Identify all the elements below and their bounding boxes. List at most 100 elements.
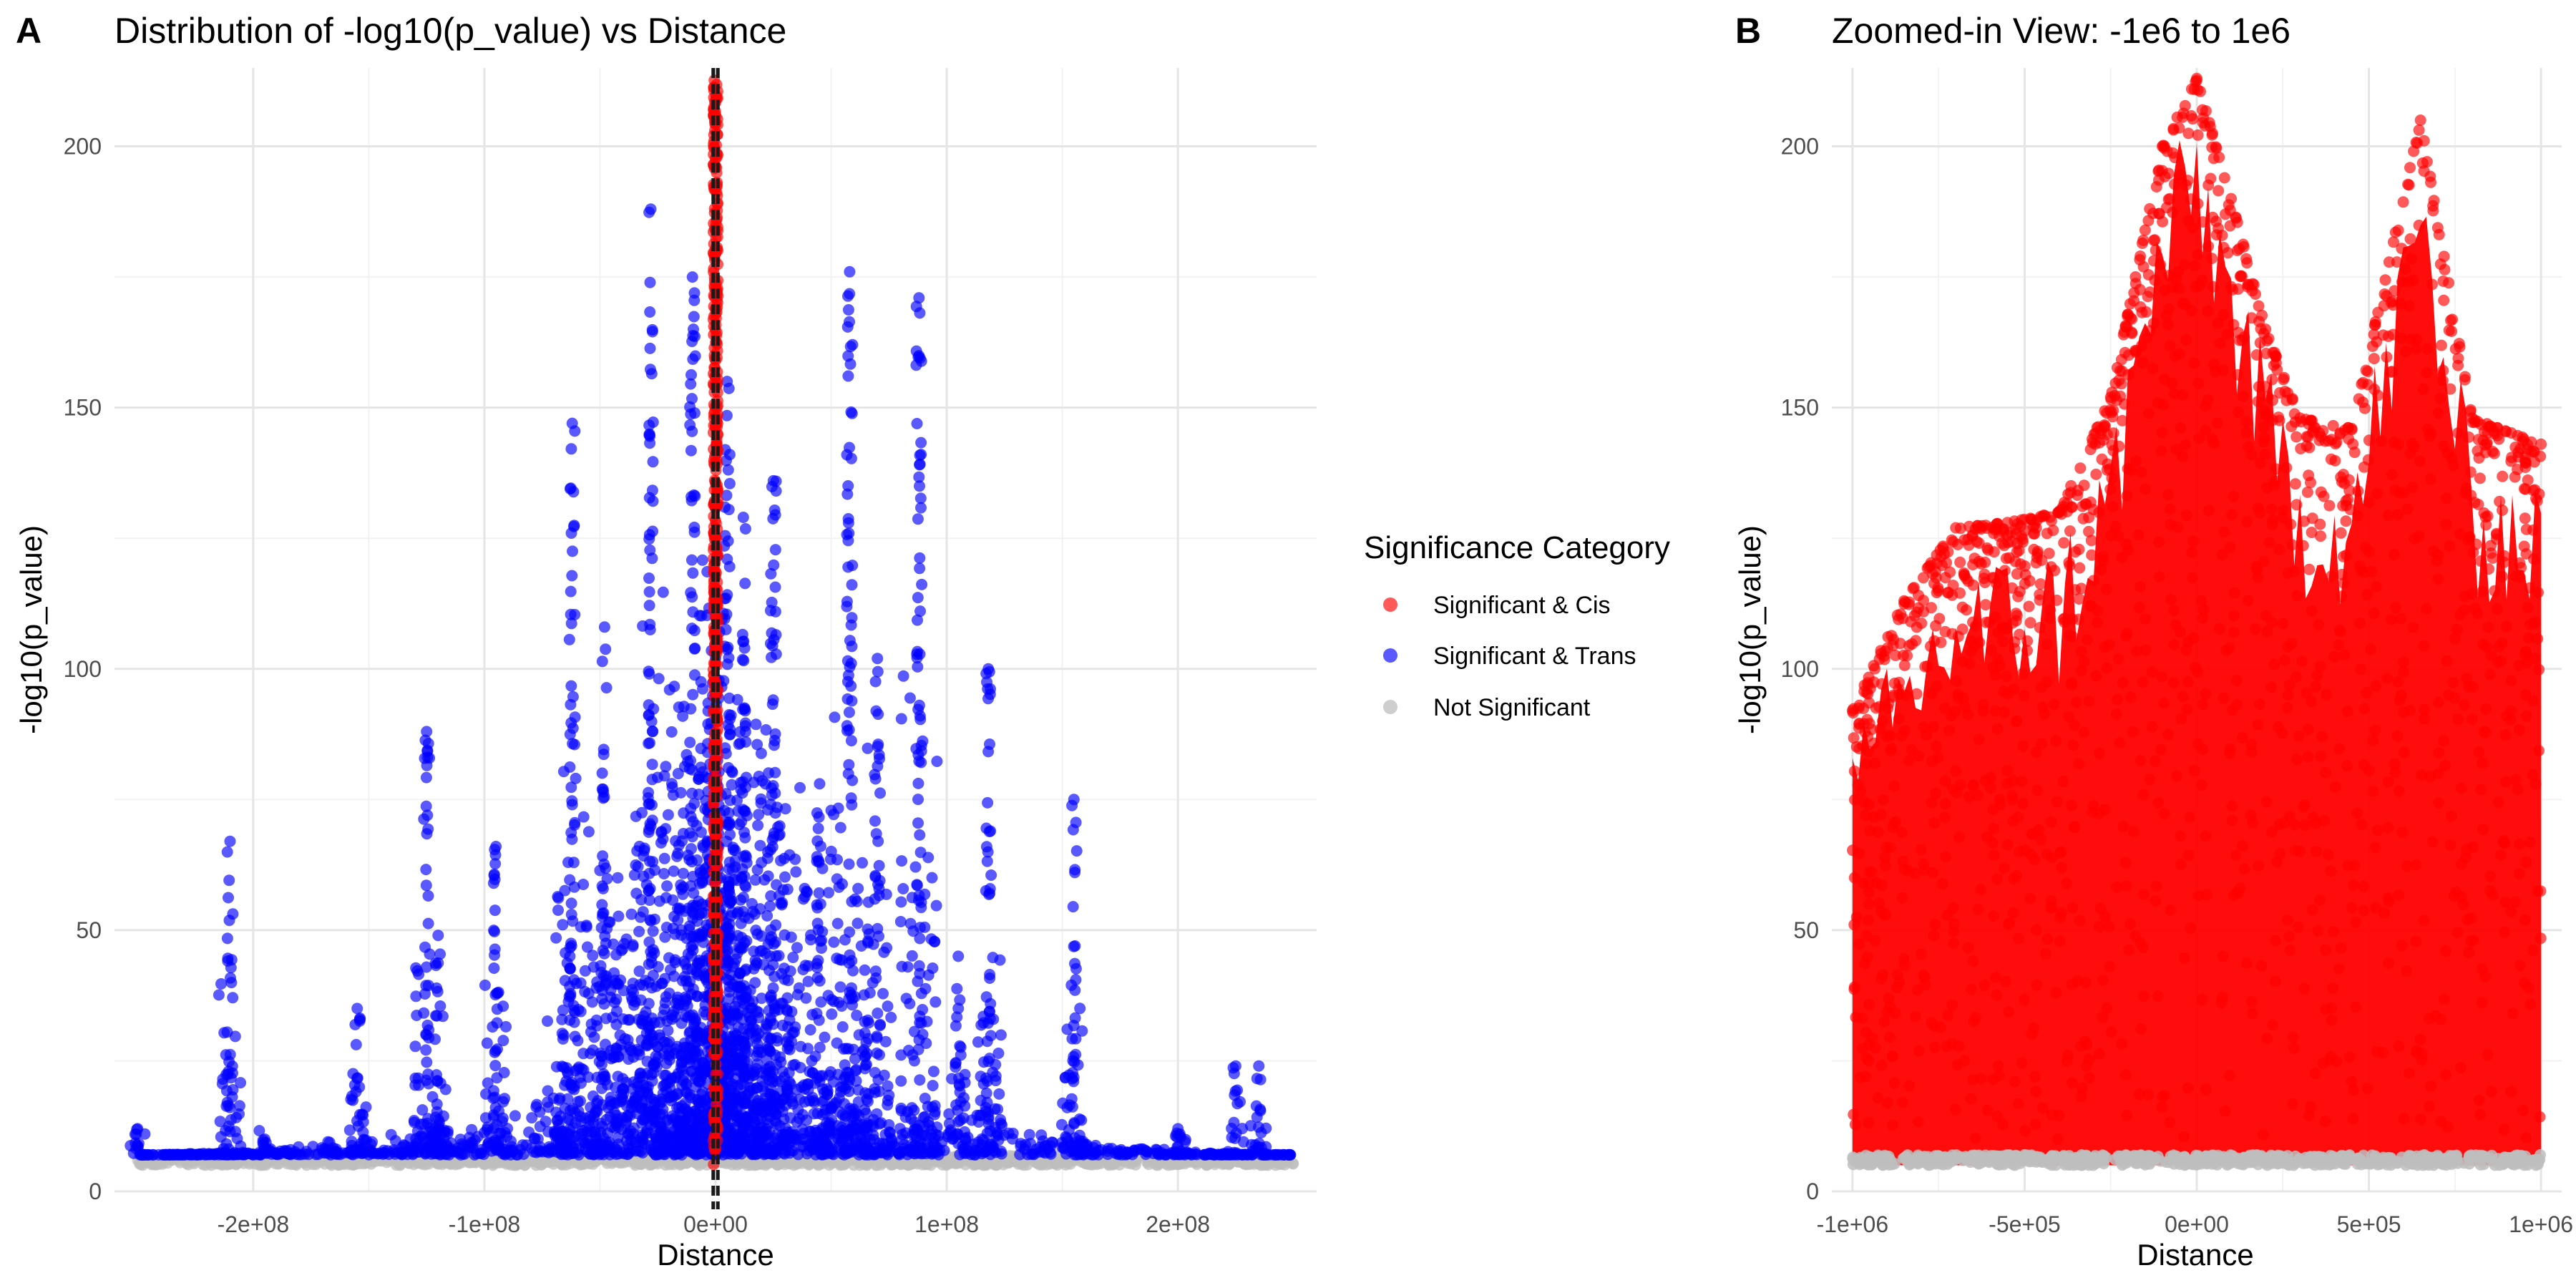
trans-point [846, 579, 858, 591]
trans-point [420, 800, 432, 812]
trans-point [215, 978, 227, 990]
trans-point [915, 756, 927, 769]
trans-point [218, 1027, 230, 1039]
trans-point [909, 861, 922, 873]
not-significant-point [960, 1158, 972, 1171]
trans-point [739, 577, 751, 590]
trans-point [735, 784, 747, 796]
trans-point [643, 586, 655, 598]
trans-point [596, 655, 608, 668]
trans-point [569, 819, 580, 831]
trans-point [1065, 979, 1078, 991]
trans-point [832, 802, 844, 814]
trans-point [685, 408, 697, 420]
trans-point [1172, 1123, 1184, 1135]
trans-point [420, 879, 432, 892]
trans-point [630, 887, 643, 899]
trans-point [845, 735, 857, 747]
trans-point [1254, 1103, 1267, 1116]
trans-point [733, 738, 745, 750]
trans-point [552, 892, 565, 904]
trans-point [871, 1108, 883, 1120]
trans-point [498, 1067, 510, 1078]
trans-point [846, 799, 858, 811]
trans-point [912, 817, 924, 829]
trans-point [656, 977, 668, 990]
trans-point [972, 1136, 985, 1148]
trans-point [213, 989, 225, 1001]
trans-point [139, 1128, 151, 1140]
trans-point [847, 338, 859, 351]
trans-point [409, 1040, 421, 1053]
trans-point [410, 990, 422, 1002]
trans-point [557, 1004, 569, 1016]
trans-point [633, 925, 645, 937]
trans-point [873, 859, 885, 872]
trans-point [565, 585, 577, 597]
trans-point [872, 653, 884, 665]
trans-point [577, 879, 590, 890]
trans-point [862, 742, 874, 754]
trans-point [347, 1068, 359, 1080]
trans-point [565, 608, 577, 620]
trans-point [920, 1038, 932, 1049]
trans-point [895, 1075, 907, 1087]
trans-point [565, 781, 577, 794]
trans-point [550, 1106, 562, 1118]
trans-point [684, 419, 696, 431]
trans-point [489, 989, 502, 1001]
trans-point [951, 982, 963, 995]
trans-point [557, 919, 569, 931]
trans-point [643, 894, 655, 906]
trans-point [1028, 1148, 1040, 1160]
trans-point [688, 522, 701, 533]
trans-point [896, 960, 908, 972]
trans-point [985, 1030, 997, 1042]
trans-point [895, 1049, 907, 1061]
trans-point [550, 932, 562, 944]
not-significant-point [1252, 1158, 1264, 1170]
trans-point [488, 869, 500, 882]
trans-point [859, 964, 871, 976]
trans-point [431, 985, 444, 997]
trans-point [842, 290, 854, 302]
trans-point [696, 554, 708, 566]
trans-point [643, 738, 655, 749]
trans-point [864, 987, 876, 999]
trans-point [559, 1103, 571, 1115]
trans-point [584, 1048, 596, 1060]
trans-point [596, 880, 608, 892]
trans-point [565, 897, 577, 909]
trans-point [977, 1010, 990, 1023]
trans-point [565, 618, 577, 630]
trans-point [556, 1060, 568, 1073]
trans-point [982, 746, 995, 758]
trans-point [847, 992, 859, 1005]
trans-point [580, 921, 592, 933]
trans-point [1230, 1147, 1242, 1159]
trans-point [1205, 1147, 1217, 1159]
trans-point [843, 758, 855, 771]
trans-point [1078, 1138, 1090, 1150]
trans-point [586, 996, 598, 1008]
trans-point [343, 1124, 356, 1136]
trans-point [354, 1144, 366, 1156]
trans-point [661, 880, 673, 892]
trans-point [233, 1100, 245, 1112]
trans-point [931, 756, 943, 767]
trans-point [585, 1018, 597, 1030]
trans-point [643, 572, 655, 584]
trans-point [912, 614, 923, 626]
trans-point [559, 884, 571, 897]
not-significant-point [1013, 1158, 1025, 1170]
trans-point [872, 1008, 884, 1019]
trans-point [972, 1036, 984, 1048]
trans-point [291, 1148, 303, 1160]
not-significant-point [1239, 1158, 1252, 1170]
trans-point [726, 765, 738, 777]
trans-point [299, 1148, 311, 1160]
trans-point [912, 777, 924, 789]
trans-point [223, 892, 234, 904]
trans-point [851, 895, 863, 907]
trans-point [814, 840, 826, 852]
